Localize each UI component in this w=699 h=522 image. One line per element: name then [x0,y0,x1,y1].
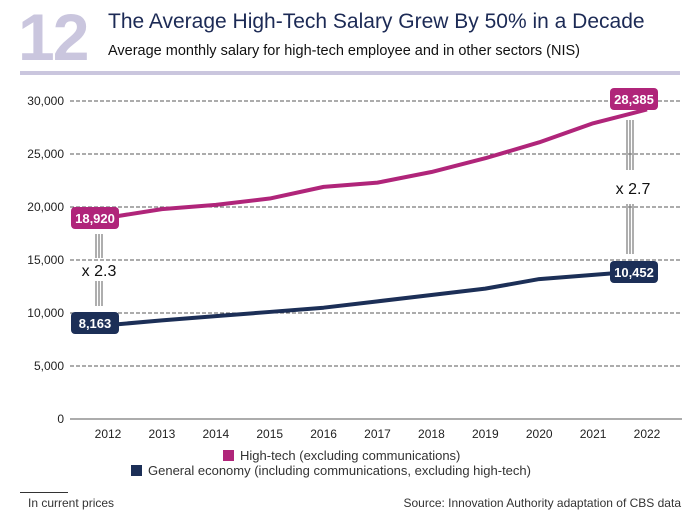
value-label-box [610,88,658,110]
value-label-box [71,207,119,229]
x-tick-label: 2018 [418,427,445,441]
value-label-box [610,261,658,283]
x-tick-label: 2014 [202,427,229,441]
legend-label: High-tech (excluding communications) [240,448,461,463]
multiplier-2022: x 2.7 [616,181,651,198]
start-value-label: 18,920 [75,211,115,226]
start-value-label: 8,163 [79,316,112,331]
chart-title: The Average High-Tech Salary Grew By 50%… [108,10,645,33]
x-tick-label: 2013 [149,427,176,441]
x-tick-label: 2012 [95,427,122,441]
y-tick-label: 5,000 [34,359,64,373]
y-tick-label: 30,000 [27,94,64,108]
footer-note: In current prices [28,496,115,510]
x-tick-label: 2016 [310,427,337,441]
legend-swatch-high-tech [223,450,234,461]
x-tick-label: 2019 [472,427,499,441]
multiplier-2012: x 2.3 [82,263,117,280]
legend-item-general: General economy (including communication… [131,463,531,478]
x-tick-label: 2021 [580,427,607,441]
end-value-label: 28,385 [614,92,654,107]
y-tick-label: 15,000 [27,253,64,267]
series-line-high-tech [107,107,648,220]
series-line-general [107,268,648,328]
figure-number: 12 [18,0,89,74]
legend-swatch-general [131,465,142,476]
x-tick-label: 2022 [634,427,661,441]
x-tick-label: 2017 [364,427,391,441]
footer-source: Source: Innovation Authority adaptation … [403,496,681,510]
y-tick-label: 20,000 [27,200,64,214]
y-tick-label: 0 [57,412,64,426]
footer-divider [20,492,68,493]
y-tick-label: 10,000 [27,306,64,320]
x-tick-label: 2020 [526,427,553,441]
legend-item-high-tech: High-tech (excluding communications) [223,448,460,463]
x-tick-label: 2015 [256,427,283,441]
y-tick-label: 25,000 [27,147,64,161]
end-value-label: 10,452 [614,265,654,280]
value-label-box [71,312,119,334]
legend-label: General economy (including communication… [148,463,531,478]
title-divider [20,71,680,75]
chart-subtitle: Average monthly salary for high-tech emp… [108,43,581,59]
